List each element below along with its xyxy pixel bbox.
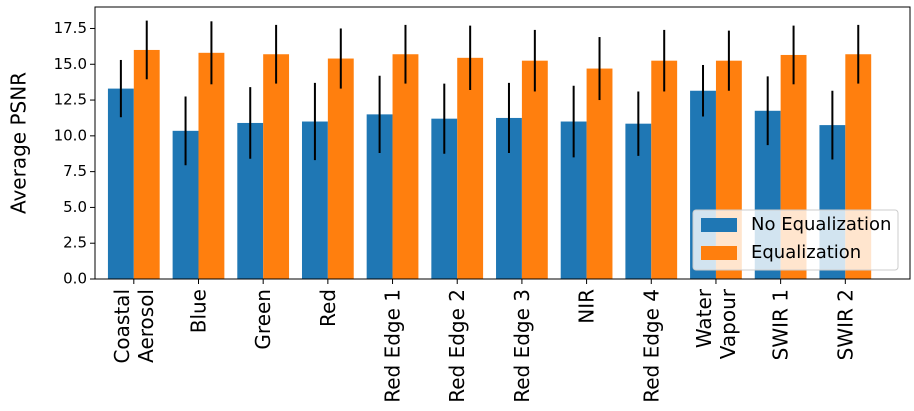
y-tick-label: 2.5: [63, 234, 87, 252]
x-tick-label: SWIR 2: [833, 289, 857, 360]
legend-box: [692, 209, 899, 271]
x-tick-label: WaterVapour: [692, 288, 740, 359]
legend-label: No Equalization: [751, 214, 891, 235]
x-tick-label: Red Edge 1: [381, 289, 405, 403]
bar: [457, 57, 484, 280]
x-tick-label: Red Edge 4: [639, 289, 663, 403]
bar: [327, 58, 354, 280]
bar: [521, 60, 548, 280]
x-tick-label: Red: [316, 289, 340, 327]
x-tick-label: Green: [251, 289, 275, 350]
x-tick-label: SWIR 1: [769, 289, 793, 360]
legend-label: Equalization: [751, 242, 861, 263]
bar: [651, 60, 678, 280]
x-tick-label: CoastalAerosol: [110, 289, 158, 364]
legend-swatch: [701, 246, 737, 260]
bar: [198, 52, 225, 279]
bar: [133, 49, 160, 279]
y-axis-label: Average PSNR: [7, 72, 31, 214]
y-tick-label: 15.0: [54, 55, 87, 73]
y-tick-label: 12.5: [54, 91, 87, 109]
x-tick-label: Blue: [186, 289, 210, 333]
bar: [392, 54, 419, 280]
y-tick-label: 7.5: [63, 162, 87, 180]
y-tick-label: 0.0: [63, 270, 87, 288]
legend-swatch: [701, 218, 737, 232]
y-tick-label: 5.0: [63, 198, 87, 216]
bar: [263, 54, 290, 280]
x-tick-label: Red Edge 2: [445, 289, 469, 403]
bar: [586, 68, 613, 279]
x-tick-label: NIR: [575, 289, 599, 324]
y-tick-label: 17.5: [54, 19, 87, 37]
y-tick-label: 10.0: [54, 126, 87, 144]
plot-frame: [94, 6, 911, 280]
bar: [107, 88, 134, 279]
x-tick-label: Red Edge 3: [510, 289, 534, 403]
